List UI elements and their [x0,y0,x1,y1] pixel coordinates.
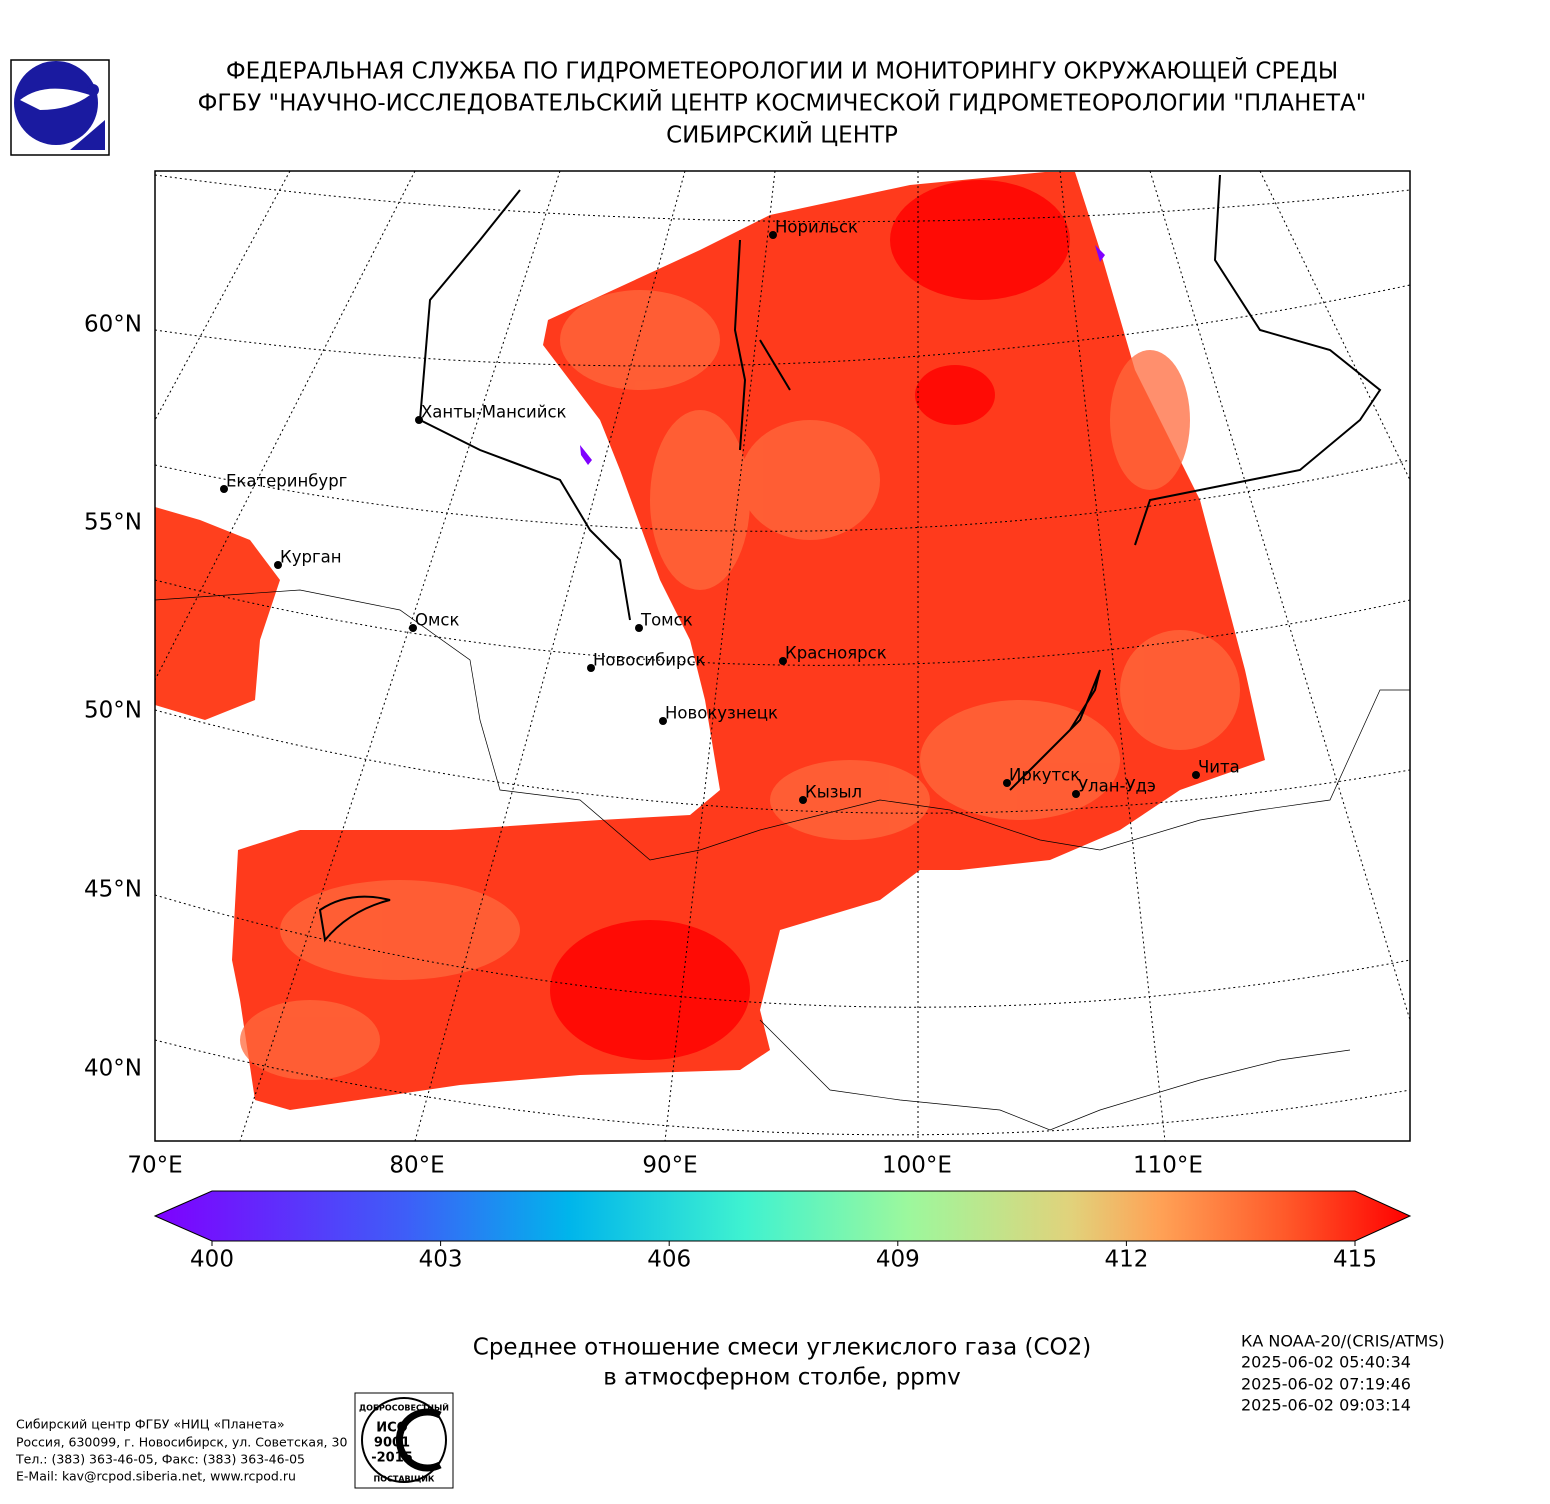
city-dot [1072,790,1080,798]
colorbar [153,1190,1412,1242]
axes: 60°N 55°N 50°N 45°N 40°N 70°E 80°E 90°E 100°E 110… [84,312,1203,1179]
city-dot [409,624,417,632]
city-label: Чита [1198,758,1240,777]
city-dot [779,657,787,665]
coastline [318,174,1382,943]
graticule [155,171,1410,1141]
city-label: Томск [640,611,693,630]
data-patch [1095,245,1105,262]
city-dot [587,664,595,672]
city-label: Кызыл [805,783,862,802]
city-dot [635,624,643,632]
city-label: Норильск [775,218,858,237]
lon-label: 110°E [1133,1153,1203,1179]
city-dot [274,561,282,569]
caption: в атмосферном столбе, ppmv [603,1365,961,1391]
city-label: Омск [415,611,460,630]
satellite-line: КА NOAA-20/(CRIS/ATMS) [1241,1332,1445,1351]
colorbar-tick-label: 412 [1104,1247,1148,1273]
lon-label: 70°E [127,1153,182,1179]
colorbar-tick-label: 400 [190,1247,234,1273]
header: ФЕДЕРАЛЬНАЯ СЛУЖБА ПО ГИДРОМЕТЕОРОЛОГИИ … [198,57,1367,149]
lat-label: 55°N [84,510,142,536]
header-line: ФЕДЕРАЛЬНАЯ СЛУЖБА ПО ГИДРОМЕТЕОРОЛОГИИ … [226,57,1338,85]
border [155,589,1410,1131]
iso-text: 9001 [374,1436,410,1451]
lat-label: 45°N [84,877,142,903]
city-dot [769,231,777,239]
header-line: ФГБУ "НАУЧНО-ИССЛЕДОВАТЕЛЬСКИЙ ЦЕНТР КОС… [198,89,1367,117]
lat-label: 40°N [84,1056,142,1082]
city-label: Новокузнецк [665,704,778,723]
city-dot [1192,771,1200,779]
city-dot [415,416,423,424]
lon-label: 100°E [882,1153,952,1179]
satellite-line: 2025-06-02 07:19:46 [1241,1375,1411,1394]
lon-label: 80°E [389,1153,444,1179]
city-label: Екатеринбург [226,472,347,491]
lon-label: 90°E [642,1153,697,1179]
cities: Норильск Ханты-Мансийск Екатеринбург Курган… [220,218,1240,804]
satellite-line: 2025-06-02 09:03:14 [1241,1396,1411,1415]
iso-text: -2015 [371,1451,413,1466]
map [155,171,1410,1141]
city-dot [799,796,807,804]
city-label: Новосибирск [593,651,706,670]
iso-text: ИСО [376,1421,407,1436]
city-label: Иркутск [1009,766,1080,785]
city-label: Красноярск [785,644,887,663]
footer-line: E-Mail: kav@rcpod.siberia.net, www.rcpod… [16,1469,296,1484]
footer: Сибирский центр ФГБУ «НИЦ «Планета» Росс… [15,1417,347,1484]
footer-line: Тел.: (383) 363-46-05, Факс: (383) 363-4… [15,1452,305,1467]
iso-text: ПОСТАВЩИК [374,1475,435,1484]
data-patch [240,290,1240,1080]
data-field [155,507,280,720]
colorbar-tick-label: 403 [419,1247,463,1273]
footer-line: Сибирский центр ФГБУ «НИЦ «Планета» [16,1417,285,1432]
lat-label: 60°N [84,312,142,338]
colorbar-tick-label: 406 [647,1247,691,1273]
header-line: СИБИРСКИЙ ЦЕНТР [666,121,898,149]
city-label: Курган [280,548,342,567]
city-dot [220,485,228,493]
logo [10,59,110,156]
data-patch [550,180,1070,1060]
map-frame [154,170,1411,1142]
city-dot [659,717,667,725]
data-field [232,172,1265,1110]
lat-label: 50°N [84,698,142,724]
satellite-info: КА NOAA-20/(CRIS/ATMS) 2025-06-02 05:40:… [1241,1332,1445,1415]
colorbar-tick-label: 409 [876,1247,920,1273]
colorbar-ticks: 400 403 406 409 412 415 [190,1241,1377,1273]
colorbar-tick-label: 415 [1333,1247,1377,1273]
iso-text: ДОБРОСОВЕСТНЫЙ [359,1402,449,1413]
city-dot [1003,779,1011,787]
footer-line: Россия, 630099, г. Новосибирск, ул. Сове… [16,1435,347,1450]
iso-logo: ДОБРОСОВЕСТНЫЙ ИСО 9001 -2015 ПОСТАВЩИК [354,1392,454,1489]
city-label: Ханты-Мансийск [421,403,567,422]
city-label: Улан-Удэ [1078,777,1156,796]
caption: Среднее отношение смеси углекислого газа… [473,1335,1091,1361]
data-patch [580,445,592,465]
satellite-line: 2025-06-02 05:40:34 [1241,1353,1411,1372]
